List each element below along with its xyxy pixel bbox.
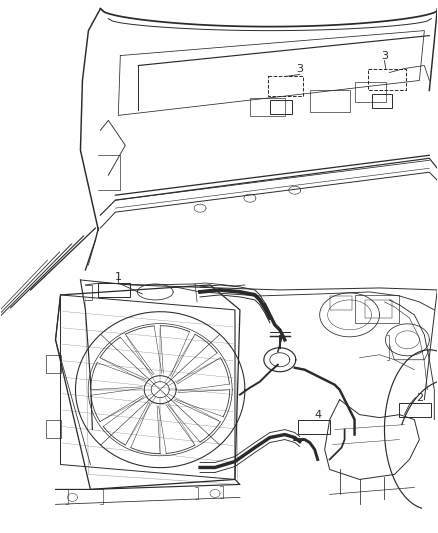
Bar <box>310 91 350 112</box>
Bar <box>355 295 399 323</box>
Bar <box>399 402 431 417</box>
Text: 1: 1 <box>115 272 122 282</box>
Text: 2: 2 <box>416 393 423 402</box>
Bar <box>270 100 292 115</box>
Bar <box>99 283 130 297</box>
Bar <box>368 69 406 91</box>
Text: 3: 3 <box>296 63 303 74</box>
Bar <box>372 94 392 108</box>
Bar <box>46 355 60 373</box>
Text: 4: 4 <box>314 410 321 419</box>
Text: 3: 3 <box>381 51 388 61</box>
Bar <box>46 419 60 438</box>
Bar <box>298 419 330 433</box>
Bar <box>268 77 303 96</box>
Bar <box>355 83 386 102</box>
Bar <box>330 296 352 310</box>
Bar <box>364 300 392 318</box>
Bar <box>250 99 285 116</box>
